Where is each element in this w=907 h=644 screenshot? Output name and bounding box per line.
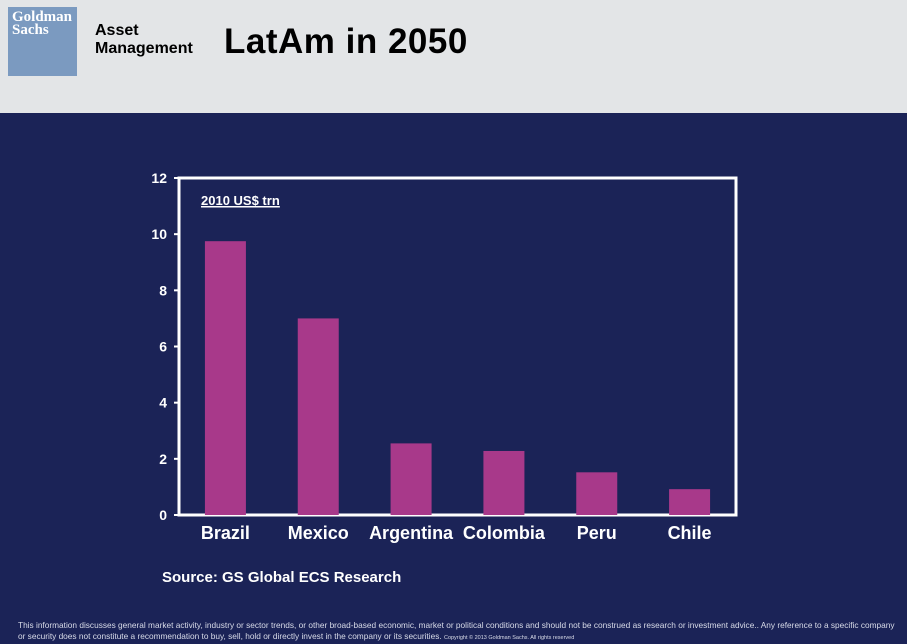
y-tick-label: 10	[151, 226, 167, 242]
y-tick-label: 4	[159, 395, 167, 411]
x-tick-label: Mexico	[288, 523, 349, 543]
y-tick-label: 6	[159, 339, 167, 355]
logo-line-2: Sachs	[12, 22, 49, 38]
asset-management-label: Asset Management	[95, 22, 193, 58]
header-bar: Goldman Sachs Asset Management LatAm in …	[0, 0, 907, 113]
goldman-sachs-logo: Goldman Sachs	[8, 7, 77, 76]
x-tick-label: Colombia	[463, 523, 546, 543]
disclaimer-body: This information discusses general marke…	[18, 620, 895, 641]
bar-brazil	[204, 241, 246, 515]
units-annotation: 2010 US$ trn	[201, 193, 280, 208]
y-tick-label: 2	[159, 451, 167, 467]
x-tick-label: Argentina	[369, 523, 454, 543]
logo-line-1: Goldman	[12, 9, 73, 25]
y-tick-label: 12	[151, 170, 167, 186]
bar-chile	[669, 489, 711, 515]
brand-line-1: Asset	[95, 22, 139, 39]
x-tick-label: Peru	[577, 523, 617, 543]
bar-colombia	[483, 450, 525, 515]
brand-line-2: Management	[95, 40, 193, 57]
y-tick-label: 8	[159, 282, 167, 298]
x-tick-label: Chile	[668, 523, 712, 543]
y-tick-label: 0	[159, 507, 167, 523]
copyright-note: Copyright © 2013 Goldman Sachs. All righ…	[443, 635, 575, 641]
bar-peru	[576, 472, 618, 515]
bar-chart: 0 2 4 6 8 10 12 Brazil Mexico Argentina Colombia Pe…	[151, 170, 738, 543]
bar-argentina	[390, 443, 432, 515]
page-title: LatAm in 2050	[224, 22, 468, 61]
plot-frame	[177, 176, 738, 517]
bar-mexico	[297, 318, 339, 515]
source-note: Source: GS Global ECS Research	[162, 569, 402, 586]
x-tick-label: Brazil	[201, 523, 250, 543]
disclaimer-text: This information discusses general marke…	[18, 620, 903, 644]
